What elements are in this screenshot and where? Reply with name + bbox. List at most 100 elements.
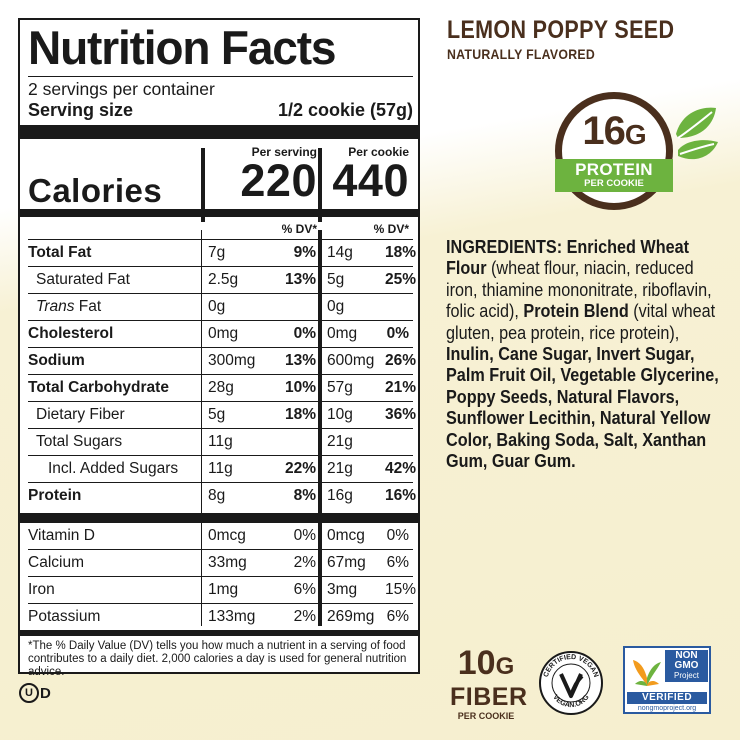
vitamin-amount-cookie: 3mg — [327, 581, 358, 598]
vitamin-name: Potassium — [28, 608, 101, 625]
nutrient-amount-cookie: 5g — [327, 271, 345, 288]
nutrient-row: Protein 8g 8% 16g 16% — [28, 482, 416, 509]
nutrient-name: Total Carbohydrate — [28, 379, 169, 396]
column-separator — [201, 148, 205, 222]
nutrient-amount-serving: 7g — [208, 244, 226, 261]
vegan-v-heart-icon — [559, 673, 584, 698]
vitamin-row: Vitamin D 0mcg 0% 0mcg 0% — [28, 523, 413, 549]
nutrient-amount-cookie: 14g — [327, 244, 353, 261]
column-separator — [318, 148, 322, 222]
nutrient-dv-serving: 18% — [284, 406, 316, 423]
nutrient-amount-serving: 11g — [208, 433, 233, 450]
nutrient-amount-cookie: 0g — [327, 298, 345, 315]
nutrient-row: Cholesterol 0mg 0% 0mg 0% — [28, 320, 413, 347]
vitamin-dv-cookie: 0% — [386, 527, 409, 544]
nutrient-dv-cookie: 18% — [385, 244, 417, 261]
nutrient-dv-serving: 13% — [284, 271, 316, 288]
nutrient-amount-cookie: 16g — [327, 487, 353, 504]
protein-label-pill: PROTEIN PER COOKIE — [555, 159, 673, 192]
calories-block: Calories Per serving 220 Per cookie 440 — [28, 139, 413, 209]
nutrient-amount-cookie: 21g — [327, 433, 353, 450]
vitamin-row: Calcium 33mg 2% 67mg 6% — [28, 549, 413, 576]
vitamin-row: Iron 1mg 6% 3mg 15% — [28, 576, 416, 603]
nutrient-amount-serving: 5g — [208, 406, 226, 423]
vitamin-amount-serving: 33mg — [208, 554, 247, 571]
nutrient-amount-serving: 8g — [208, 487, 226, 504]
daily-value-footnote: *The % Daily Value (DV) tells you how mu… — [28, 640, 407, 678]
vitamin-dv-cookie: 6% — [386, 554, 409, 571]
nutrient-dv-cookie — [385, 429, 413, 455]
protein-sub-label: PER COOKIE — [584, 178, 644, 189]
medium-divider — [20, 630, 418, 636]
serving-size-row: Serving size 1/2 cookie (57g) — [28, 99, 413, 121]
nutrient-name: Protein — [28, 487, 82, 504]
nutrient-amount-serving: 0mg — [208, 325, 239, 342]
nutrient-name: Incl. Added Sugars — [48, 460, 179, 477]
fiber-badge: 10G FIBER PER COOKIE — [450, 646, 527, 721]
nutrient-amount-serving: 11g — [208, 460, 233, 477]
vitamin-amount-cookie: 67mg — [327, 554, 366, 571]
nutrient-amount-cookie: 10g — [327, 406, 353, 423]
non-gmo-url: nongmoproject.org — [637, 705, 697, 712]
dv-header-serving: % DV* — [281, 222, 317, 236]
dv-header-row: % DV* % DV* — [28, 217, 413, 239]
dv-header-cookie: % DV* — [373, 222, 409, 236]
nutrient-dv-cookie: 16% — [385, 487, 417, 504]
nutrient-amount-cookie: 57g — [327, 379, 353, 396]
flavor-name: LEMON POPPY SEED — [447, 16, 675, 44]
kosher-dairy-suffix: D — [40, 684, 51, 702]
nutrient-row: Saturated Fat 2.5g 13% 5g 25% — [28, 266, 416, 293]
vitamin-amount-serving: 133mg — [208, 608, 256, 625]
nutrient-rows: Total Fat 7g 9% 14g 18% Saturated Fat 2.5g 13% 5… — [28, 239, 416, 509]
nutrient-amount-cookie: 600mg — [327, 352, 375, 369]
kosher-mark: U D — [19, 683, 51, 703]
nutrient-dv-cookie: 42% — [385, 460, 417, 477]
nutrient-amount-cookie: 21g — [327, 460, 353, 477]
column-separator — [201, 230, 202, 626]
protein-badge: 16G PROTEIN PER COOKIE — [555, 92, 673, 210]
nutrition-facts-title: Nutrition Facts — [28, 21, 337, 74]
nutrient-dv-serving: 13% — [284, 352, 316, 369]
servings-per-container: 2 servings per container — [28, 79, 215, 99]
nutrition-facts-panel: Nutrition Facts 2 servings per container… — [18, 18, 420, 678]
butterfly-icon — [633, 660, 661, 686]
nutrient-name: Saturated Fat — [36, 271, 130, 288]
nutrient-dv-serving — [267, 294, 321, 320]
nutrient-row: Total Fat 7g 9% 14g 18% — [28, 239, 416, 266]
nutrient-dv-cookie: 25% — [385, 271, 417, 288]
nutrient-amount-serving: 2.5g — [208, 271, 239, 288]
product-flavor: LEMON POPPY SEED NATURALLY FLAVORED — [447, 16, 711, 62]
nutrient-dv-serving: 22% — [284, 460, 316, 477]
nutrient-row: Total Carbohydrate 28g 10% 57g 21% — [28, 374, 416, 401]
medium-divider — [20, 209, 418, 217]
nutrient-name: Trans Fat — [36, 298, 102, 315]
vitamin-dv-serving: 6% — [293, 581, 316, 598]
nutrient-dv-serving: 10% — [284, 379, 316, 396]
nutrient-name: Dietary Fiber — [36, 406, 125, 423]
leaf-icon — [676, 107, 718, 160]
vitamin-amount-serving: 1mg — [208, 581, 239, 598]
nutrient-amount-cookie: 0mg — [327, 325, 358, 342]
vitamin-amount-cookie: 0mcg — [327, 527, 365, 544]
nutrient-name: Total Sugars — [36, 433, 123, 450]
vitamin-row: Potassium 133mg 2% 269mg 6% — [28, 603, 413, 630]
nutrient-row: Dietary Fiber 5g 18% 10g 36% — [28, 401, 416, 428]
vitamin-name: Iron — [28, 581, 55, 598]
serving-size-value: 1/2 cookie (57g) — [277, 100, 413, 120]
nutrient-row: Trans Fat 0g 0g — [28, 293, 413, 320]
nutrient-dv-serving — [267, 429, 321, 455]
per-cookie-cell: Per cookie 440 — [321, 139, 413, 210]
certified-vegan-seal: CERTIFIED VEGAN VEGAN.ORG — [539, 651, 603, 715]
ingredients-list: INGREDIENTS: Enriched Wheat Flour (wheat… — [446, 237, 725, 472]
ingredients-segment: Protein Blend — [523, 301, 629, 322]
vitamin-name: Vitamin D — [28, 527, 95, 544]
vitamin-dv-cookie: 6% — [386, 608, 409, 625]
vitamin-dv-serving: 2% — [293, 608, 316, 625]
flavor-subtitle: NATURALLY FLAVORED — [447, 46, 596, 62]
vitamin-amount-serving: 0mcg — [208, 527, 246, 544]
calories-label-cell: Calories — [28, 139, 203, 210]
column-separator — [318, 230, 322, 626]
vitamin-amount-cookie: 269mg — [327, 608, 375, 625]
per-cookie-label: Per cookie — [348, 145, 409, 159]
nutrient-row: Sodium 300mg 13% 600mg 26% — [28, 347, 416, 374]
